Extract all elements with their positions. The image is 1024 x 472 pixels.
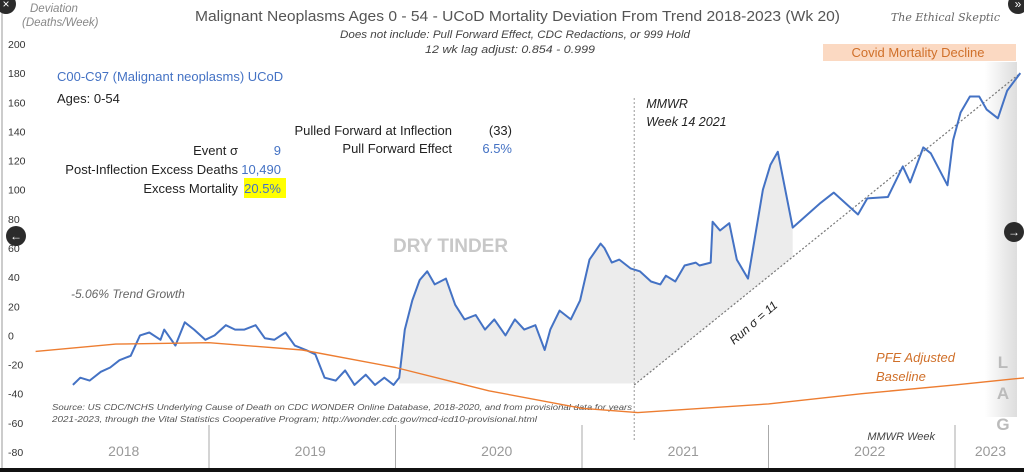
year-label: 2022 [854, 443, 885, 459]
pfe-label: Baseline [876, 369, 926, 384]
y-tick-label: 0 [8, 330, 14, 342]
trend-line [633, 72, 1021, 386]
baseline-line [35, 342, 1024, 414]
lag-letter: L [998, 353, 1008, 372]
y-tick-label: -80 [8, 447, 23, 459]
bottom-bar [0, 468, 1024, 472]
y-tick-label: -40 [8, 389, 23, 401]
expand-icon: » [1014, 0, 1022, 11]
arrow-left-icon: ← [10, 229, 22, 243]
close-button[interactable]: × [0, 0, 16, 14]
brand-logo: The Ethical Skeptic [891, 11, 1000, 24]
y-tick-label: -60 [8, 418, 23, 430]
series-label: C00-C97 (Malignant neoplasms) UCoD [57, 69, 283, 84]
inflection-label: Week 14 2021 [646, 115, 726, 129]
ages-label: Ages: 0-54 [57, 91, 120, 106]
y-axis-label: (Deaths/Week) [22, 17, 99, 29]
chart-title: Malignant Neoplasms Ages 0 - 54 - UCoD M… [195, 8, 840, 25]
pfe-label: PFE Adjusted [876, 350, 956, 365]
x-axis-label: MMWR Week [867, 431, 935, 443]
y-tick-label: 140 [8, 126, 26, 138]
next-button[interactable]: → [1004, 222, 1024, 242]
stat-label: Excess Mortality [143, 181, 238, 196]
covid-decline-label: Covid Mortality Decline [852, 45, 985, 60]
stat-label: Post-Inflection Excess Deaths [65, 162, 238, 177]
series-line [72, 72, 1022, 386]
dry-tinder-area [399, 151, 793, 384]
y-axis-label: Deviation [30, 3, 78, 15]
chart-subtitle: Does not include: Pull Forward Effect, C… [340, 29, 691, 41]
close-icon: × [2, 0, 10, 11]
y-tick-label: 20 [8, 301, 20, 313]
stat-value: 6.5% [482, 141, 512, 156]
stat-label: Pull Forward Effect [342, 141, 452, 156]
expand-button[interactable]: » [1008, 0, 1024, 14]
y-tick-label: -20 [8, 360, 23, 372]
stat-label: Event σ [193, 143, 238, 158]
trend-growth-label: -5.06% Trend Growth [71, 287, 185, 301]
trend-line-label: Run σ = 11 [727, 298, 781, 347]
stat-value: 20.5% [244, 181, 281, 196]
y-tick-label: 80 [8, 214, 20, 226]
year-label: 2023 [975, 443, 1006, 459]
year-label: 2021 [668, 443, 699, 459]
arrow-right-icon: → [1008, 225, 1020, 239]
year-label: 2019 [295, 443, 326, 459]
y-tick-label: 40 [8, 272, 20, 284]
y-tick-label: 160 [8, 97, 26, 109]
y-tick-label: 100 [8, 185, 26, 197]
stat-value: 10,490 [241, 162, 281, 177]
stat-value: (33) [489, 123, 512, 138]
y-tick-label: 120 [8, 156, 26, 168]
year-label: 2020 [481, 443, 512, 459]
covid-decline-box [823, 44, 1016, 61]
highlight-box [244, 178, 286, 198]
chart-subtitle: 12 wk lag adjust: 0.854 - 0.999 [425, 44, 595, 56]
previous-button[interactable]: ← [6, 226, 26, 246]
lag-letter: G [996, 415, 1009, 434]
inflection-label: MMWR [646, 97, 688, 111]
lag-letter: A [997, 384, 1009, 403]
dry-tinder-label: DRY TINDER [393, 236, 508, 257]
stat-label: Pulled Forward at Inflection [294, 123, 452, 138]
y-tick-label: 60 [8, 243, 20, 255]
y-tick-label: 200 [8, 39, 26, 51]
source-note: Source: US CDC/NCHS Underlying Cause of … [52, 402, 632, 412]
source-note: 2021-2023, through the Vital Statistics … [51, 414, 539, 424]
year-label: 2018 [108, 443, 139, 459]
y-tick-label: 180 [8, 68, 26, 80]
stat-value: 9 [274, 143, 281, 158]
